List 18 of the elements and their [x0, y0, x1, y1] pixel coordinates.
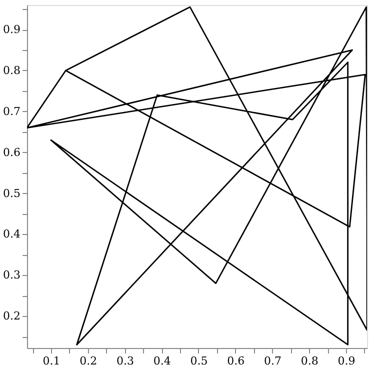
y-tick-label: 0.3: [3, 268, 20, 282]
y-tick-label: 0.4: [3, 228, 20, 241]
x-tick-label: 0.6: [227, 354, 245, 368]
y-tick-label: 0.2: [3, 310, 20, 323]
y-tick-label: 0.9: [3, 23, 20, 36]
y-tick-label: 0.7: [3, 104, 20, 118]
x-tick-label: 0.2: [80, 354, 98, 368]
x-tick-label: 0.5: [190, 354, 208, 368]
x-tick-label: 0.8: [300, 354, 318, 368]
x-tick-label: 0.9: [338, 354, 356, 368]
x-tick-label: 0.7: [264, 354, 282, 368]
x-tick-label: 0.4: [153, 354, 171, 368]
x-tick-label: 0.3: [116, 354, 134, 368]
line-series: [27, 6, 367, 346]
y-tick-label: 0.6: [3, 146, 20, 159]
y-tick-label: 0.8: [3, 64, 20, 77]
x-tick-label: 0.1: [42, 354, 60, 368]
y-tick-label: 0.5: [3, 186, 20, 200]
